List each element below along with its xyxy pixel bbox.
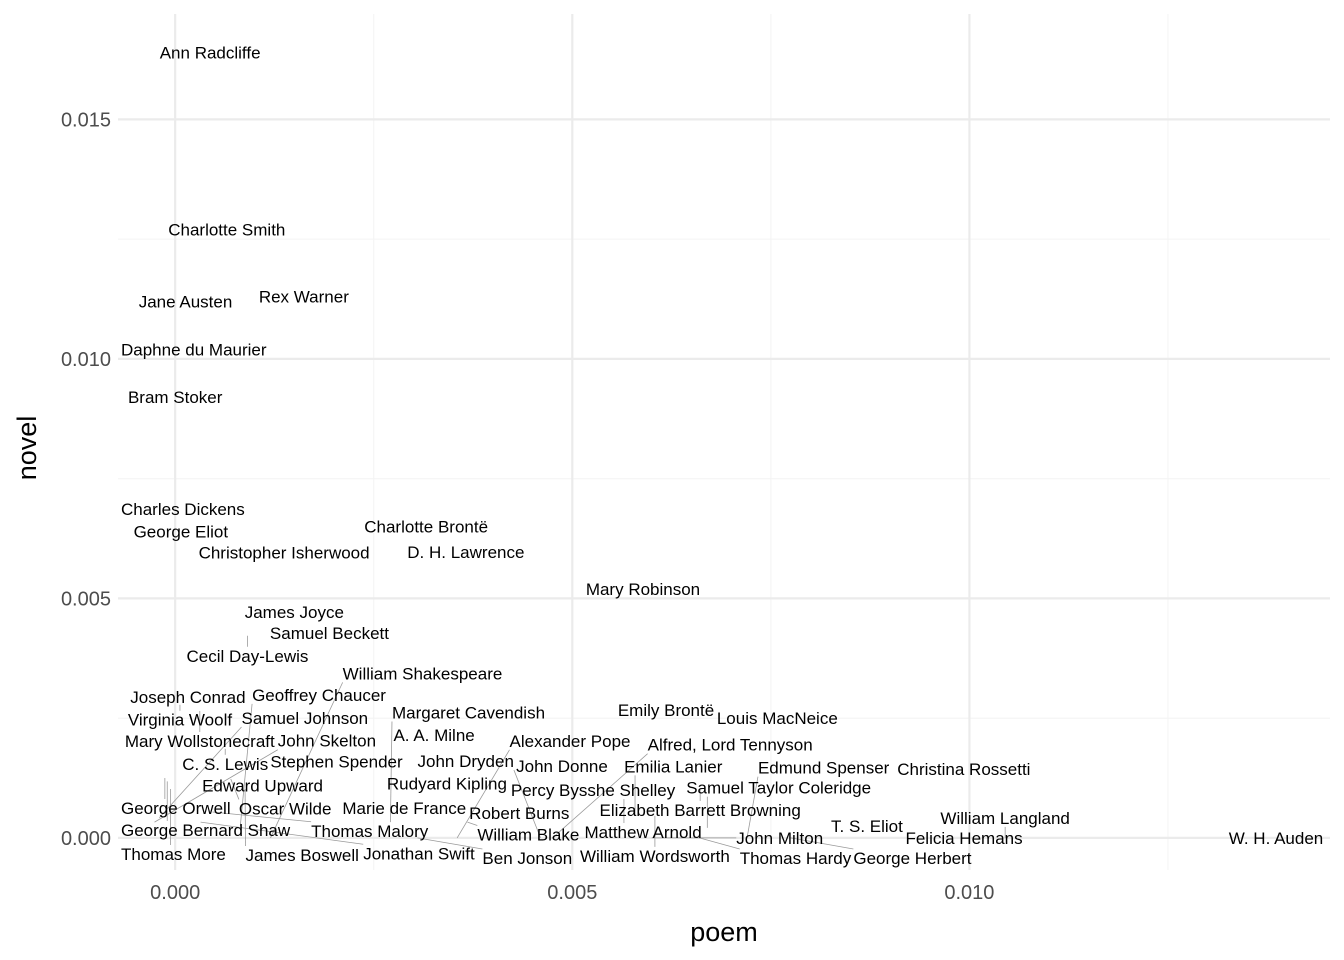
point-label: Charlotte Smith bbox=[168, 221, 285, 240]
label-leader-line bbox=[790, 837, 854, 850]
point-label: Alexander Pope bbox=[510, 732, 631, 751]
point-label: William Wordsworth bbox=[580, 847, 730, 866]
y-tick-label: 0.010 bbox=[61, 349, 111, 371]
point-label: Jane Austen bbox=[139, 292, 233, 311]
x-tick-label: 0.000 bbox=[150, 882, 200, 904]
point-label: Edmund Spenser bbox=[758, 759, 890, 778]
point-label: John Donne bbox=[516, 757, 608, 776]
point-label: George Eliot bbox=[134, 523, 229, 542]
label-leader-line bbox=[154, 749, 278, 823]
tick-labels: 0.000 0.005 0.010 0.000 0.005 0.010 0.015 bbox=[61, 109, 995, 904]
point-label: John Milton bbox=[736, 829, 823, 848]
point-label: Edward Upward bbox=[202, 777, 323, 796]
label-leader-line bbox=[200, 821, 364, 845]
point-label: George Herbert bbox=[853, 849, 971, 868]
point-label: Emily Brontë bbox=[618, 701, 714, 720]
point-label: Charlotte Brontë bbox=[364, 518, 488, 537]
point-label: Emilia Lanier bbox=[624, 757, 723, 776]
label-leader-line bbox=[159, 726, 242, 819]
point-label: Ben Jonson bbox=[482, 849, 572, 868]
point-label: Marie de France bbox=[342, 799, 466, 818]
point-label: Christina Rossetti bbox=[897, 760, 1030, 779]
point-label: W. H. Auden bbox=[1229, 829, 1324, 848]
point-label: Cecil Day-Lewis bbox=[187, 647, 309, 666]
point-label: Rudyard Kipling bbox=[387, 774, 507, 793]
y-tick-label: 0.005 bbox=[61, 588, 111, 610]
y-axis-title: novel bbox=[12, 416, 42, 481]
point-label: John Dryden bbox=[418, 752, 514, 771]
point-label: George Bernard Shaw bbox=[121, 821, 291, 840]
point-label: Felicia Hemans bbox=[905, 829, 1022, 848]
y-tick-label: 0.015 bbox=[61, 109, 111, 131]
point-label: Rex Warner bbox=[259, 288, 349, 307]
x-tick-label: 0.010 bbox=[944, 882, 994, 904]
point-label: Bram Stoker bbox=[128, 388, 223, 407]
label-leader-line bbox=[467, 821, 478, 826]
point-label: Mary Robinson bbox=[586, 580, 700, 599]
point-label: John Skelton bbox=[278, 732, 376, 751]
x-axis-title: poem bbox=[690, 917, 758, 947]
point-label: Geoffrey Chaucer bbox=[252, 686, 386, 705]
point-label: Joseph Conrad bbox=[130, 688, 245, 707]
label-leader-line bbox=[239, 703, 253, 826]
point-label: Alfred, Lord Tennyson bbox=[648, 736, 813, 755]
point-label: Daphne du Maurier bbox=[121, 340, 267, 359]
point-label: Virginia Woolf bbox=[128, 711, 233, 730]
point-label: Thomas Hardy bbox=[740, 849, 852, 868]
point-label: Mary Wollstonecraft bbox=[125, 732, 275, 751]
label-leader-line bbox=[513, 769, 541, 839]
label-leader-line bbox=[699, 837, 740, 850]
point-label: Matthew Arnold bbox=[584, 823, 701, 842]
point-label: Louis MacNeice bbox=[717, 709, 838, 728]
point-label: Elizabeth Barrett Browning bbox=[600, 801, 801, 820]
point-label: Jonathan Swift bbox=[363, 844, 475, 863]
point-label: Percy Bysshe Shelley bbox=[511, 781, 676, 800]
label-leader-line bbox=[417, 837, 483, 850]
label-leader-line bbox=[746, 776, 759, 838]
point-label: Samuel Taylor Coleridge bbox=[686, 779, 871, 798]
point-label: Robert Burns bbox=[469, 804, 569, 823]
point-label: George Orwell bbox=[121, 799, 231, 818]
point-label: A. A. Milne bbox=[393, 726, 474, 745]
point-label: Charles Dickens bbox=[121, 500, 245, 519]
point-label: Thomas More bbox=[121, 845, 226, 864]
label-leader-lines bbox=[154, 635, 1006, 850]
point-label: James Boswell bbox=[246, 846, 359, 865]
label-leader-line bbox=[552, 753, 648, 839]
point-label: D. H. Lawrence bbox=[407, 543, 524, 562]
point-label: Stephen Spender bbox=[270, 753, 403, 772]
point-label: Christopher Isherwood bbox=[199, 544, 370, 563]
label-leader-line bbox=[230, 778, 240, 800]
point-label: William Blake bbox=[477, 825, 579, 844]
y-tick-label: 0.000 bbox=[61, 828, 111, 850]
point-label: James Joyce bbox=[245, 603, 344, 622]
point-label: Thomas Malory bbox=[311, 822, 429, 841]
label-leader-line bbox=[212, 811, 312, 823]
x-tick-label: 0.005 bbox=[547, 882, 597, 904]
label-leader-line bbox=[270, 682, 344, 839]
label-leader-line bbox=[456, 749, 510, 839]
point-label: Ann Radcliffe bbox=[160, 43, 261, 62]
point-label: William Shakespeare bbox=[343, 664, 503, 683]
point-label: Oscar Wilde bbox=[239, 799, 332, 818]
point-label: Samuel Johnson bbox=[241, 709, 368, 728]
point-label: Samuel Beckett bbox=[270, 624, 389, 643]
point-labels: Ann Radcliffe Charlotte Smith Jane Austen R… bbox=[121, 43, 1323, 868]
point-label: C. S. Lewis bbox=[182, 755, 268, 774]
point-label: T. S. Eliot bbox=[831, 817, 903, 836]
label-leader-line bbox=[390, 721, 393, 823]
point-label: William Langland bbox=[940, 809, 1069, 828]
point-label: Margaret Cavendish bbox=[392, 703, 545, 722]
